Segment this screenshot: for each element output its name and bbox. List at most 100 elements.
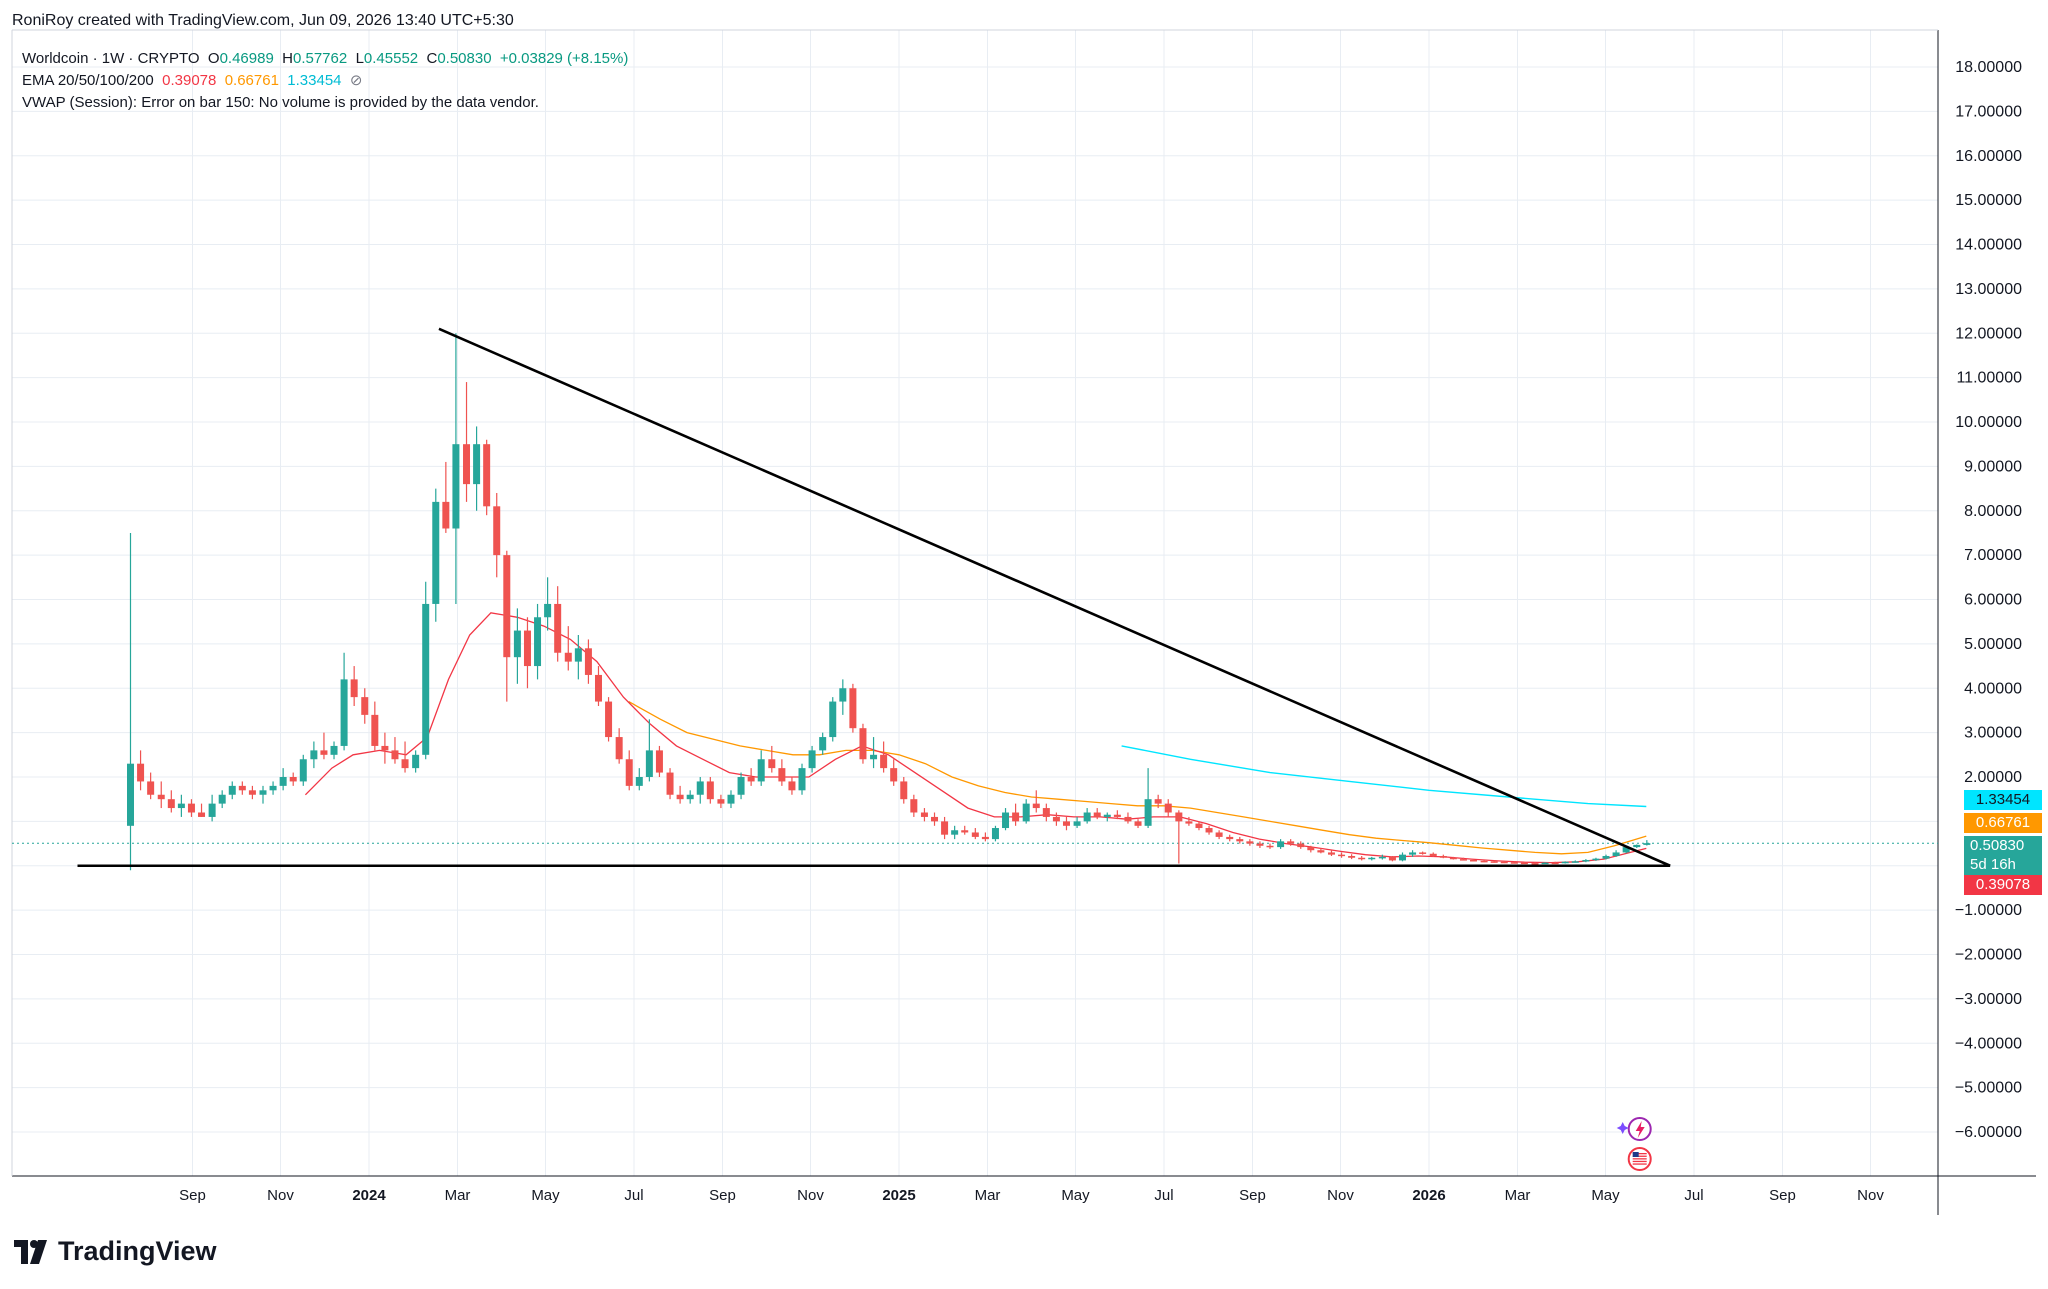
candle-body: [1510, 862, 1518, 864]
price-tick-label: 12.00000: [1955, 325, 2022, 342]
candle-body: [554, 603, 562, 653]
candle: [1429, 852, 1437, 857]
time-tick-label: May: [1061, 1187, 1090, 1204]
legend-ema-label[interactable]: EMA 20/50/100/200: [22, 72, 154, 89]
price-tick-label: 15.00000: [1955, 192, 2022, 209]
candle: [299, 754, 307, 786]
candle: [1633, 844, 1641, 848]
candle: [127, 532, 134, 871]
header-credit: RoniRoy created with TradingView.com, Ju…: [12, 12, 514, 29]
candle: [1551, 861, 1559, 865]
candle-body: [1022, 803, 1030, 822]
legend-vwap-row[interactable]: VWAP (Session): Error on bar 150: No vol…: [22, 92, 628, 114]
candle: [1419, 851, 1427, 855]
candle-body: [819, 737, 827, 751]
candle: [900, 777, 908, 804]
candle-body: [473, 444, 481, 485]
candle-body: [1582, 859, 1590, 862]
candle: [1022, 799, 1030, 824]
event-icons: [1616, 1117, 1652, 1171]
candles: [127, 333, 1651, 871]
candle-body: [391, 750, 399, 760]
candle-body: [666, 772, 674, 795]
legend-h-label: H: [282, 50, 293, 67]
panes: [11, 29, 2036, 1215]
candle: [1124, 812, 1132, 824]
candle-body: [747, 777, 755, 782]
candle-body: [615, 737, 623, 760]
ema-100-line: [1121, 745, 1647, 808]
candle: [1307, 845, 1315, 853]
time-tick-label: Mar: [1505, 1187, 1531, 1204]
legend: Worldcoin · 1W · CRYPTO O0.46989 H0.5776…: [22, 48, 628, 114]
candle-body: [900, 781, 908, 800]
tradingview-brand[interactable]: TradingView: [14, 1236, 217, 1267]
candle: [635, 768, 643, 791]
candle: [1052, 812, 1060, 826]
price-tick-label: −4.00000: [1955, 1035, 2022, 1052]
candle: [920, 808, 928, 822]
candle-body: [259, 790, 267, 795]
ema-20-price-tag: 0.39078: [1964, 875, 2042, 895]
candle-body: [1480, 860, 1488, 863]
legend-symbol[interactable]: Worldcoin · 1W · CRYPTO: [22, 50, 200, 67]
close-price-tag: 0.50830 5d 16h: [1964, 836, 2042, 876]
time-tick-label: Mar: [975, 1187, 1001, 1204]
candle-body: [1083, 812, 1091, 822]
candle-body: [1459, 859, 1467, 861]
candle-body: [574, 648, 582, 662]
candle-body: [1124, 816, 1132, 822]
candle-body: [951, 830, 959, 835]
candle-body: [208, 803, 216, 817]
candle: [1643, 840, 1651, 846]
legend-ema-row[interactable]: EMA 20/50/100/200 0.39078 0.66761 1.3345…: [22, 70, 628, 92]
candle-body: [198, 812, 206, 817]
time-tick-label: 2024: [352, 1187, 386, 1204]
legend-ohlc-row[interactable]: Worldcoin · 1W · CRYPTO O0.46989 H0.5776…: [22, 48, 628, 70]
ema-100-series: [1121, 745, 1647, 808]
candle: [1602, 854, 1610, 860]
ema-hidden-icon: ⊘: [349, 72, 363, 89]
candle: [523, 617, 531, 689]
candle-body: [717, 799, 725, 804]
candle: [1256, 841, 1264, 848]
candle-body: [870, 754, 878, 760]
bar-countdown: 5d 16h: [1970, 856, 2016, 873]
candle-body: [991, 828, 999, 840]
time-tick-label: Mar: [445, 1187, 471, 1204]
candle: [198, 803, 206, 817]
candle-body: [523, 630, 531, 667]
time-tick-label: 2026: [1412, 1187, 1445, 1204]
candle: [1083, 808, 1091, 824]
candle-body: [737, 777, 745, 795]
candle-body: [1561, 861, 1569, 864]
candle: [1277, 839, 1285, 849]
close-price-value: 0.50830: [1970, 837, 2025, 854]
candle: [870, 737, 878, 769]
candle-body: [1571, 861, 1579, 863]
time-tick-label: Nov: [1857, 1187, 1884, 1204]
candle: [513, 608, 521, 684]
candle-body: [981, 836, 989, 840]
ema-50-line: [628, 701, 1647, 855]
candle-body: [931, 816, 939, 822]
candle-body: [463, 444, 471, 485]
trendlines: [77, 327, 1671, 868]
candle-body: [279, 777, 287, 786]
candle: [625, 750, 633, 791]
us-flag-stripe: [1632, 1160, 1647, 1163]
candle-body: [1520, 862, 1528, 865]
candle: [1582, 859, 1590, 863]
candle: [1154, 794, 1162, 809]
candle: [808, 745, 816, 773]
candle: [1073, 816, 1081, 829]
price-tick-label: −6.00000: [1955, 1124, 2022, 1141]
candle: [1195, 821, 1203, 831]
candle: [442, 461, 450, 533]
price-tick-label: −2.00000: [1955, 947, 2022, 964]
candle: [1093, 808, 1101, 820]
candle: [991, 825, 999, 842]
candle-body: [1358, 857, 1366, 860]
candle-body: [727, 794, 735, 804]
